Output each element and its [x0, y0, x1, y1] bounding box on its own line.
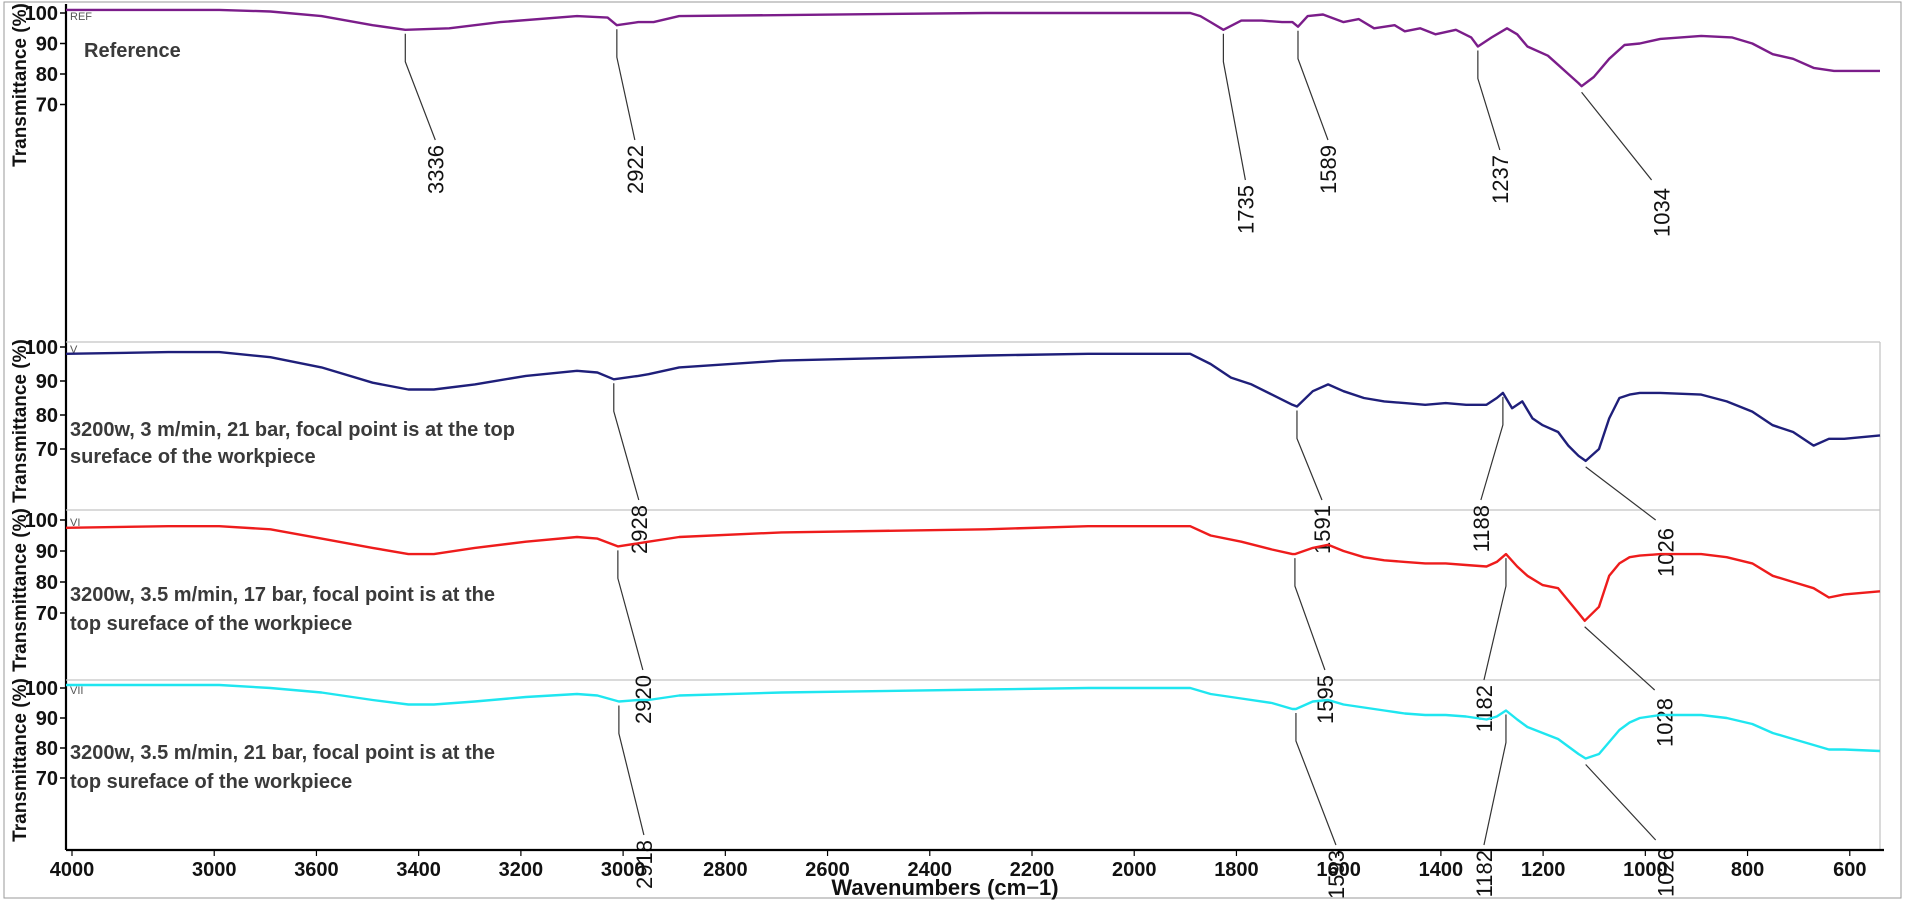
y-tick-label: 90 [36, 708, 58, 730]
sample-tag: VII [70, 685, 83, 697]
peak-label: 1593 [1324, 850, 1349, 899]
y-tick-label: 70 [36, 439, 58, 461]
peak-label: 2918 [632, 840, 657, 889]
y-axis-label: Transmittance (%) [10, 508, 31, 672]
peak-label: 1735 [1233, 185, 1258, 234]
peak-leader [1483, 714, 1507, 846]
sample-tag: REF [70, 11, 92, 23]
peak-leader [613, 383, 640, 501]
peak-label: 1028 [1653, 698, 1678, 747]
peak-leader [618, 705, 645, 836]
peak-leader [1222, 33, 1246, 181]
peak-label: 1589 [1316, 145, 1341, 194]
peak-label: 1034 [1650, 188, 1675, 237]
x-tick-label: 2000 [1112, 859, 1157, 881]
x-tick-label: 1400 [1419, 859, 1464, 881]
chart-frame [3, 1, 1902, 899]
x-tick-label: 800 [1731, 859, 1764, 881]
condition-note: 3200w, 3.5 m/min, 17 bar, focal point is… [70, 584, 495, 606]
y-axis-label: Transmittance (%) [10, 339, 31, 503]
y-tick-label: 80 [36, 64, 58, 86]
y-tick-label: 80 [36, 405, 58, 427]
peak-leader [404, 33, 436, 141]
peak-label: 2922 [623, 145, 648, 194]
peak-label: 1026 [1654, 848, 1679, 897]
y-tick-label: 100 [25, 510, 58, 532]
x-tick-label: 3600 [294, 859, 339, 881]
y-axis-label: Transmittance (%) [10, 3, 31, 167]
peak-leader [1477, 50, 1501, 151]
x-tick-label: 1600 [1316, 859, 1361, 881]
peak-leader [1585, 764, 1657, 841]
peak-label: 1182 [1472, 850, 1497, 897]
peak-leader [616, 29, 636, 141]
spectrum-line [65, 525, 1881, 622]
x-tick-label: 4000 [50, 859, 95, 881]
condition-note: top sureface of the workpiece [70, 771, 352, 793]
x-tick-label: 2200 [1010, 859, 1055, 881]
x-tick-label: 1200 [1521, 859, 1566, 881]
x-tick-label: 2800 [703, 859, 748, 881]
condition-note: top sureface of the workpiece [70, 613, 352, 635]
x-axis-label: Wavenumbers (cm−1) [831, 875, 1058, 900]
x-tick-label: 1800 [1214, 859, 1259, 881]
y-tick-label: 90 [36, 34, 58, 56]
x-tick-label: 3400 [396, 859, 441, 881]
condition-note: Reference [84, 40, 181, 62]
peak-leader [1585, 466, 1657, 521]
peak-leader [1297, 30, 1329, 141]
x-tick-label: 3200 [499, 859, 544, 881]
peak-label: 2928 [627, 505, 652, 554]
peak-leader [1480, 396, 1504, 501]
x-axis: 4000 3000 3600 3400 3200 3000 2800 2600 2400 2200… [50, 848, 1884, 900]
condition-note: sureface of the workpiece [70, 446, 316, 468]
peak-label: 1182 [1472, 685, 1497, 732]
spectrum-line [66, 8, 1880, 88]
condition-note: 3200w, 3.5 m/min, 21 bar, focal point is… [70, 742, 495, 764]
x-tick-label: 600 [1833, 859, 1866, 881]
peak-leader [617, 550, 644, 671]
spectrum-line [65, 350, 1881, 463]
peak-leader [1294, 558, 1326, 671]
peak-label: 3336 [423, 145, 448, 194]
peak-leader [1483, 558, 1507, 681]
peak-leader [1296, 410, 1323, 501]
sample-tag: VI [70, 517, 80, 529]
y-tick-label: 100 [25, 678, 58, 700]
outer-border [3, 1, 1902, 899]
y-axis-label: Transmittance (%) [10, 678, 31, 842]
spectrum-line [66, 683, 1881, 760]
y-tick-label: 100 [25, 3, 58, 25]
y-tick-label: 70 [36, 603, 58, 625]
y-tick-label: 100 [25, 337, 58, 359]
y-tick-label: 70 [36, 768, 58, 790]
x-tick-label: 2600 [805, 859, 850, 881]
x-tick-label: 3000 [601, 859, 646, 881]
y-tick-label: 90 [36, 371, 58, 393]
y-tick-label: 80 [36, 572, 58, 594]
x-tick-label: 2400 [908, 859, 953, 881]
y-tick-label: 90 [36, 541, 58, 563]
peak-label: 1026 [1654, 528, 1679, 577]
peak-leader [1581, 91, 1653, 181]
x-tick-label: 1000 [1623, 859, 1668, 881]
sample-tag: V [70, 344, 78, 356]
peak-label: 1188 [1469, 505, 1494, 552]
peak-leader [1295, 713, 1337, 846]
y-tick-label: 80 [36, 738, 58, 760]
peak-label: 1237 [1488, 155, 1513, 204]
y-tick-label: 70 [36, 95, 58, 117]
peak-leader [1584, 626, 1656, 691]
condition-note: 3200w, 3 m/min, 21 bar, focal point is a… [70, 419, 515, 441]
x-tick-label: 3000 [192, 859, 237, 881]
